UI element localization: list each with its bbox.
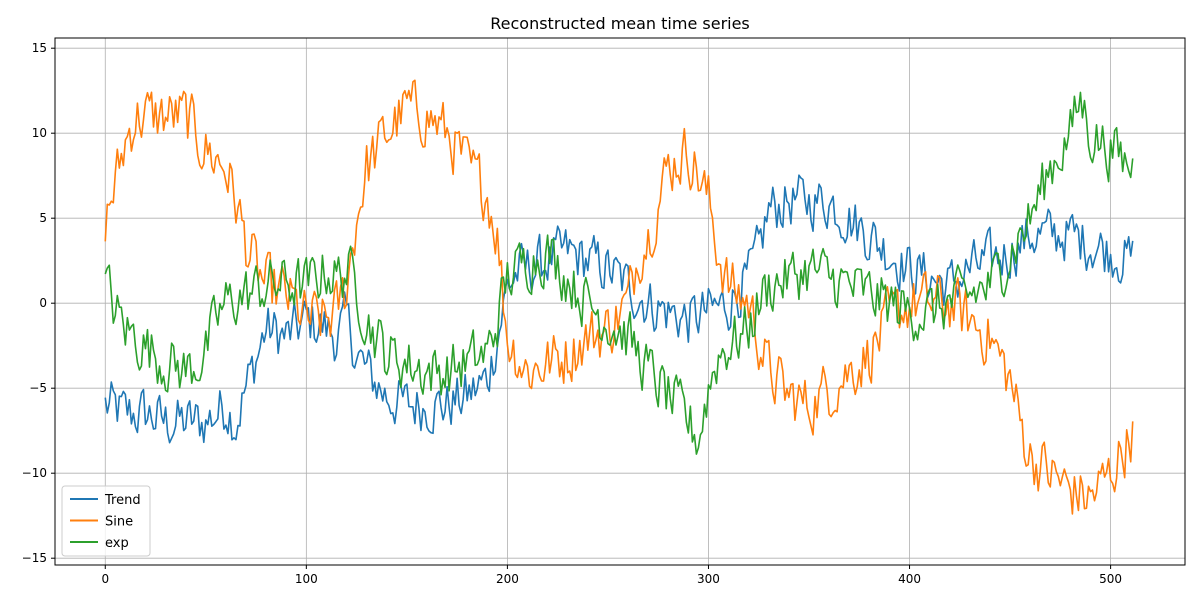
axes-frame [54, 37, 1186, 566]
legend-label-exp: exp [105, 536, 129, 551]
legend-box [61, 485, 151, 557]
x-tick-label: 400 [898, 572, 921, 586]
y-tick-label: 15 [32, 41, 47, 55]
chart-title: Reconstructed mean time series [490, 14, 750, 33]
series-line-exp [104, 91, 1134, 455]
legend-label-trend: Trend [104, 493, 141, 508]
x-tick-label: 100 [295, 572, 318, 586]
y-tick-label: −5 [29, 381, 47, 395]
series-line-sine [104, 79, 1134, 515]
y-tick-label: 10 [32, 126, 47, 140]
series-lines [104, 79, 1134, 515]
x-tick-label: 0 [101, 572, 109, 586]
legend: Trend Sine exp [61, 485, 151, 557]
y-tick-label: −10 [22, 466, 47, 480]
series-line-trend [104, 174, 1134, 444]
legend-label-sine: Sine [105, 515, 133, 530]
y-tick-label: −15 [22, 551, 47, 565]
x-tick-label: 300 [697, 572, 720, 586]
x-tick-label: 500 [1099, 572, 1122, 586]
grid [55, 38, 1185, 565]
y-tick-label: 5 [39, 211, 47, 225]
x-tick-label: 200 [496, 572, 519, 586]
y-tick-label: 0 [39, 296, 47, 310]
axes: 0 100 200 300 400 500 −15 −10 −5 0 5 10 15 [22, 37, 1186, 586]
